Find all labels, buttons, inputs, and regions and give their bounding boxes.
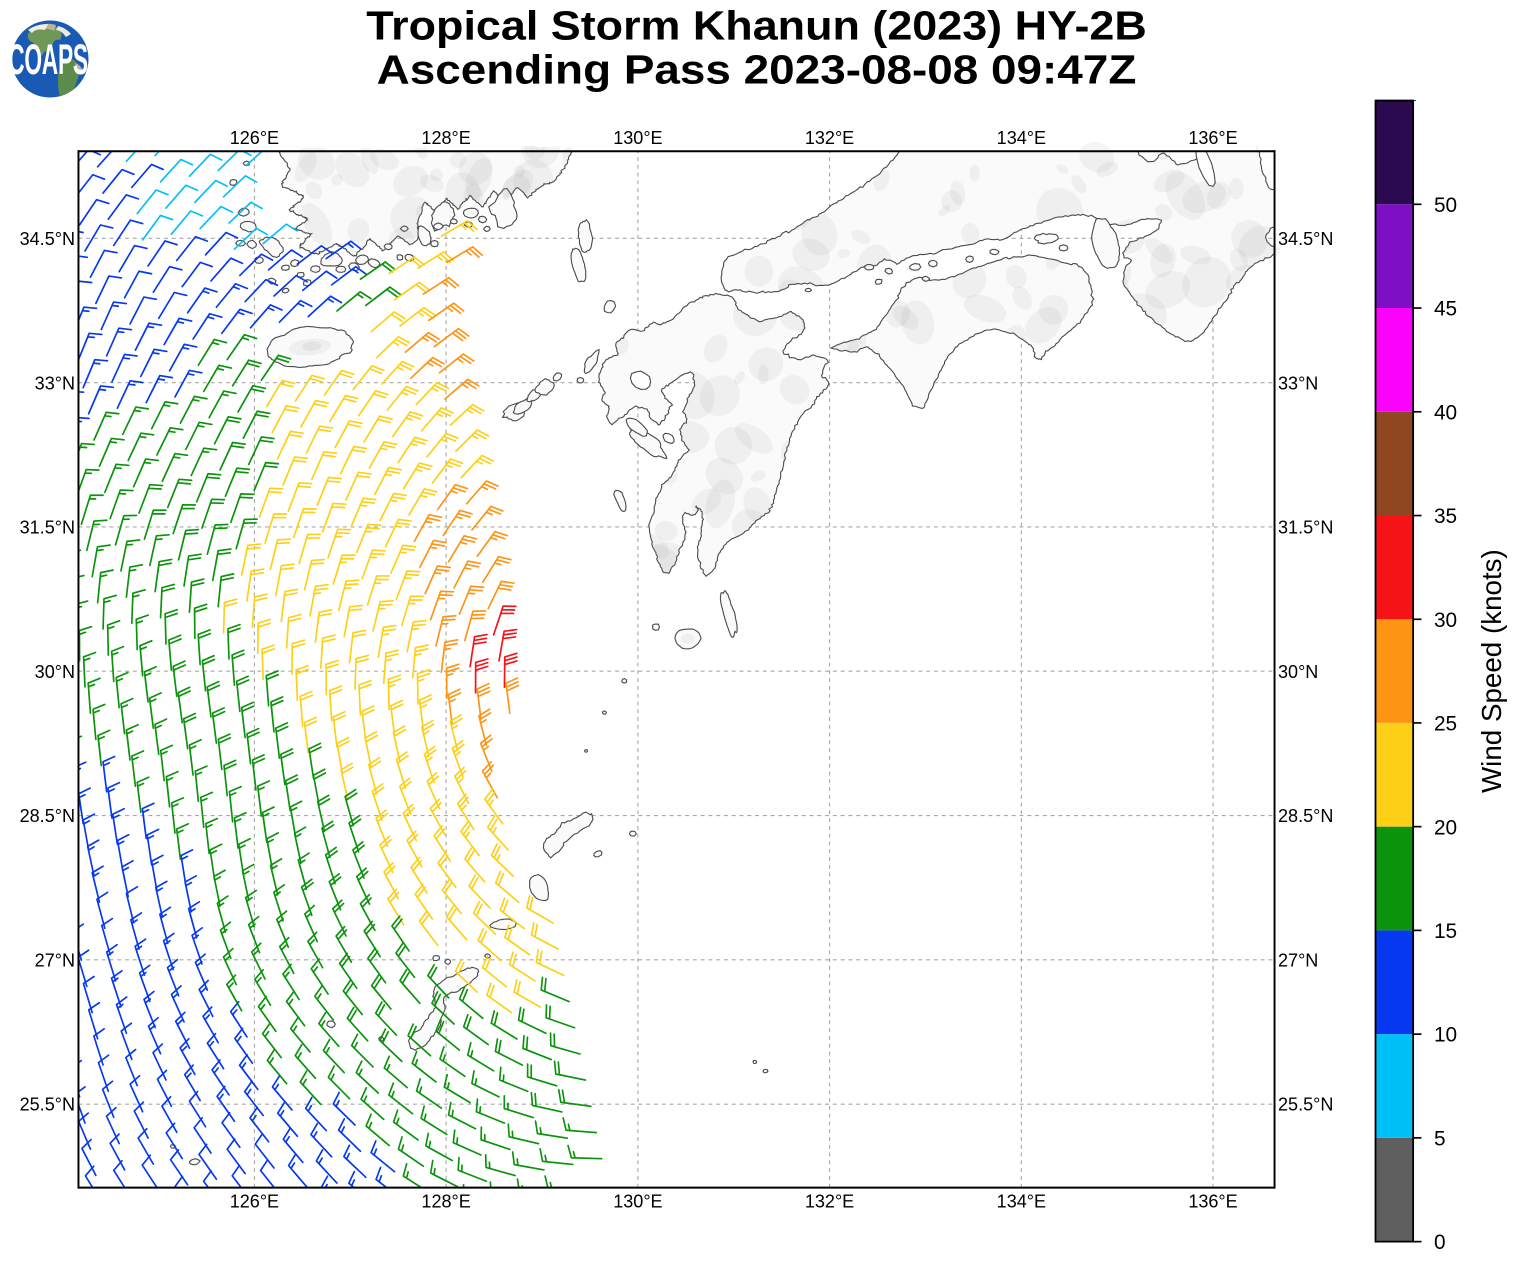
svg-text:10: 10: [1434, 1024, 1457, 1047]
svg-text:30: 30: [1434, 609, 1457, 632]
svg-text:28.5°N: 28.5°N: [1278, 806, 1333, 826]
svg-text:COAPS: COAPS: [8, 37, 88, 84]
svg-text:31.5°N: 31.5°N: [1278, 518, 1333, 538]
svg-text:33°N: 33°N: [35, 373, 75, 393]
svg-text:0: 0: [1434, 1231, 1446, 1254]
svg-text:40: 40: [1434, 401, 1457, 424]
svg-text:15: 15: [1434, 920, 1457, 943]
svg-text:132°E: 132°E: [805, 128, 854, 148]
svg-text:33°N: 33°N: [1278, 373, 1318, 393]
svg-text:126°E: 126°E: [230, 1192, 279, 1212]
svg-text:25.5°N: 25.5°N: [20, 1095, 75, 1115]
svg-text:27°N: 27°N: [1278, 950, 1318, 970]
svg-text:Wind Speed (knots): Wind Speed (knots): [1476, 549, 1507, 793]
svg-text:30°N: 30°N: [35, 662, 75, 682]
svg-text:30°N: 30°N: [1278, 662, 1318, 682]
svg-text:28.5°N: 28.5°N: [20, 806, 75, 826]
svg-text:Ascending Pass 2023-08-08 09:4: Ascending Pass 2023-08-08 09:47Z: [377, 46, 1137, 92]
svg-text:27°N: 27°N: [35, 950, 75, 970]
svg-text:136°E: 136°E: [1188, 128, 1237, 148]
svg-text:34.5°N: 34.5°N: [1278, 229, 1333, 249]
svg-text:136°E: 136°E: [1188, 1192, 1237, 1212]
svg-text:5: 5: [1434, 1127, 1446, 1150]
svg-text:35: 35: [1434, 505, 1457, 528]
svg-text:34.5°N: 34.5°N: [20, 229, 75, 249]
svg-text:128°E: 128°E: [421, 1192, 470, 1212]
svg-text:128°E: 128°E: [421, 128, 470, 148]
svg-text:25.5°N: 25.5°N: [1278, 1095, 1333, 1115]
svg-text:25: 25: [1434, 713, 1457, 736]
svg-text:45: 45: [1434, 298, 1457, 321]
svg-text:50: 50: [1434, 194, 1457, 217]
svg-text:134°E: 134°E: [997, 1192, 1046, 1212]
svg-text:130°E: 130°E: [613, 1192, 662, 1212]
svg-text:134°E: 134°E: [997, 128, 1046, 148]
svg-text:20: 20: [1434, 816, 1457, 839]
svg-text:132°E: 132°E: [805, 1192, 854, 1212]
svg-text:Tropical Storm Khanun (2023) H: Tropical Storm Khanun (2023) HY-2B: [366, 2, 1147, 48]
svg-text:126°E: 126°E: [230, 128, 279, 148]
svg-text:31.5°N: 31.5°N: [20, 518, 75, 538]
svg-text:130°E: 130°E: [613, 128, 662, 148]
